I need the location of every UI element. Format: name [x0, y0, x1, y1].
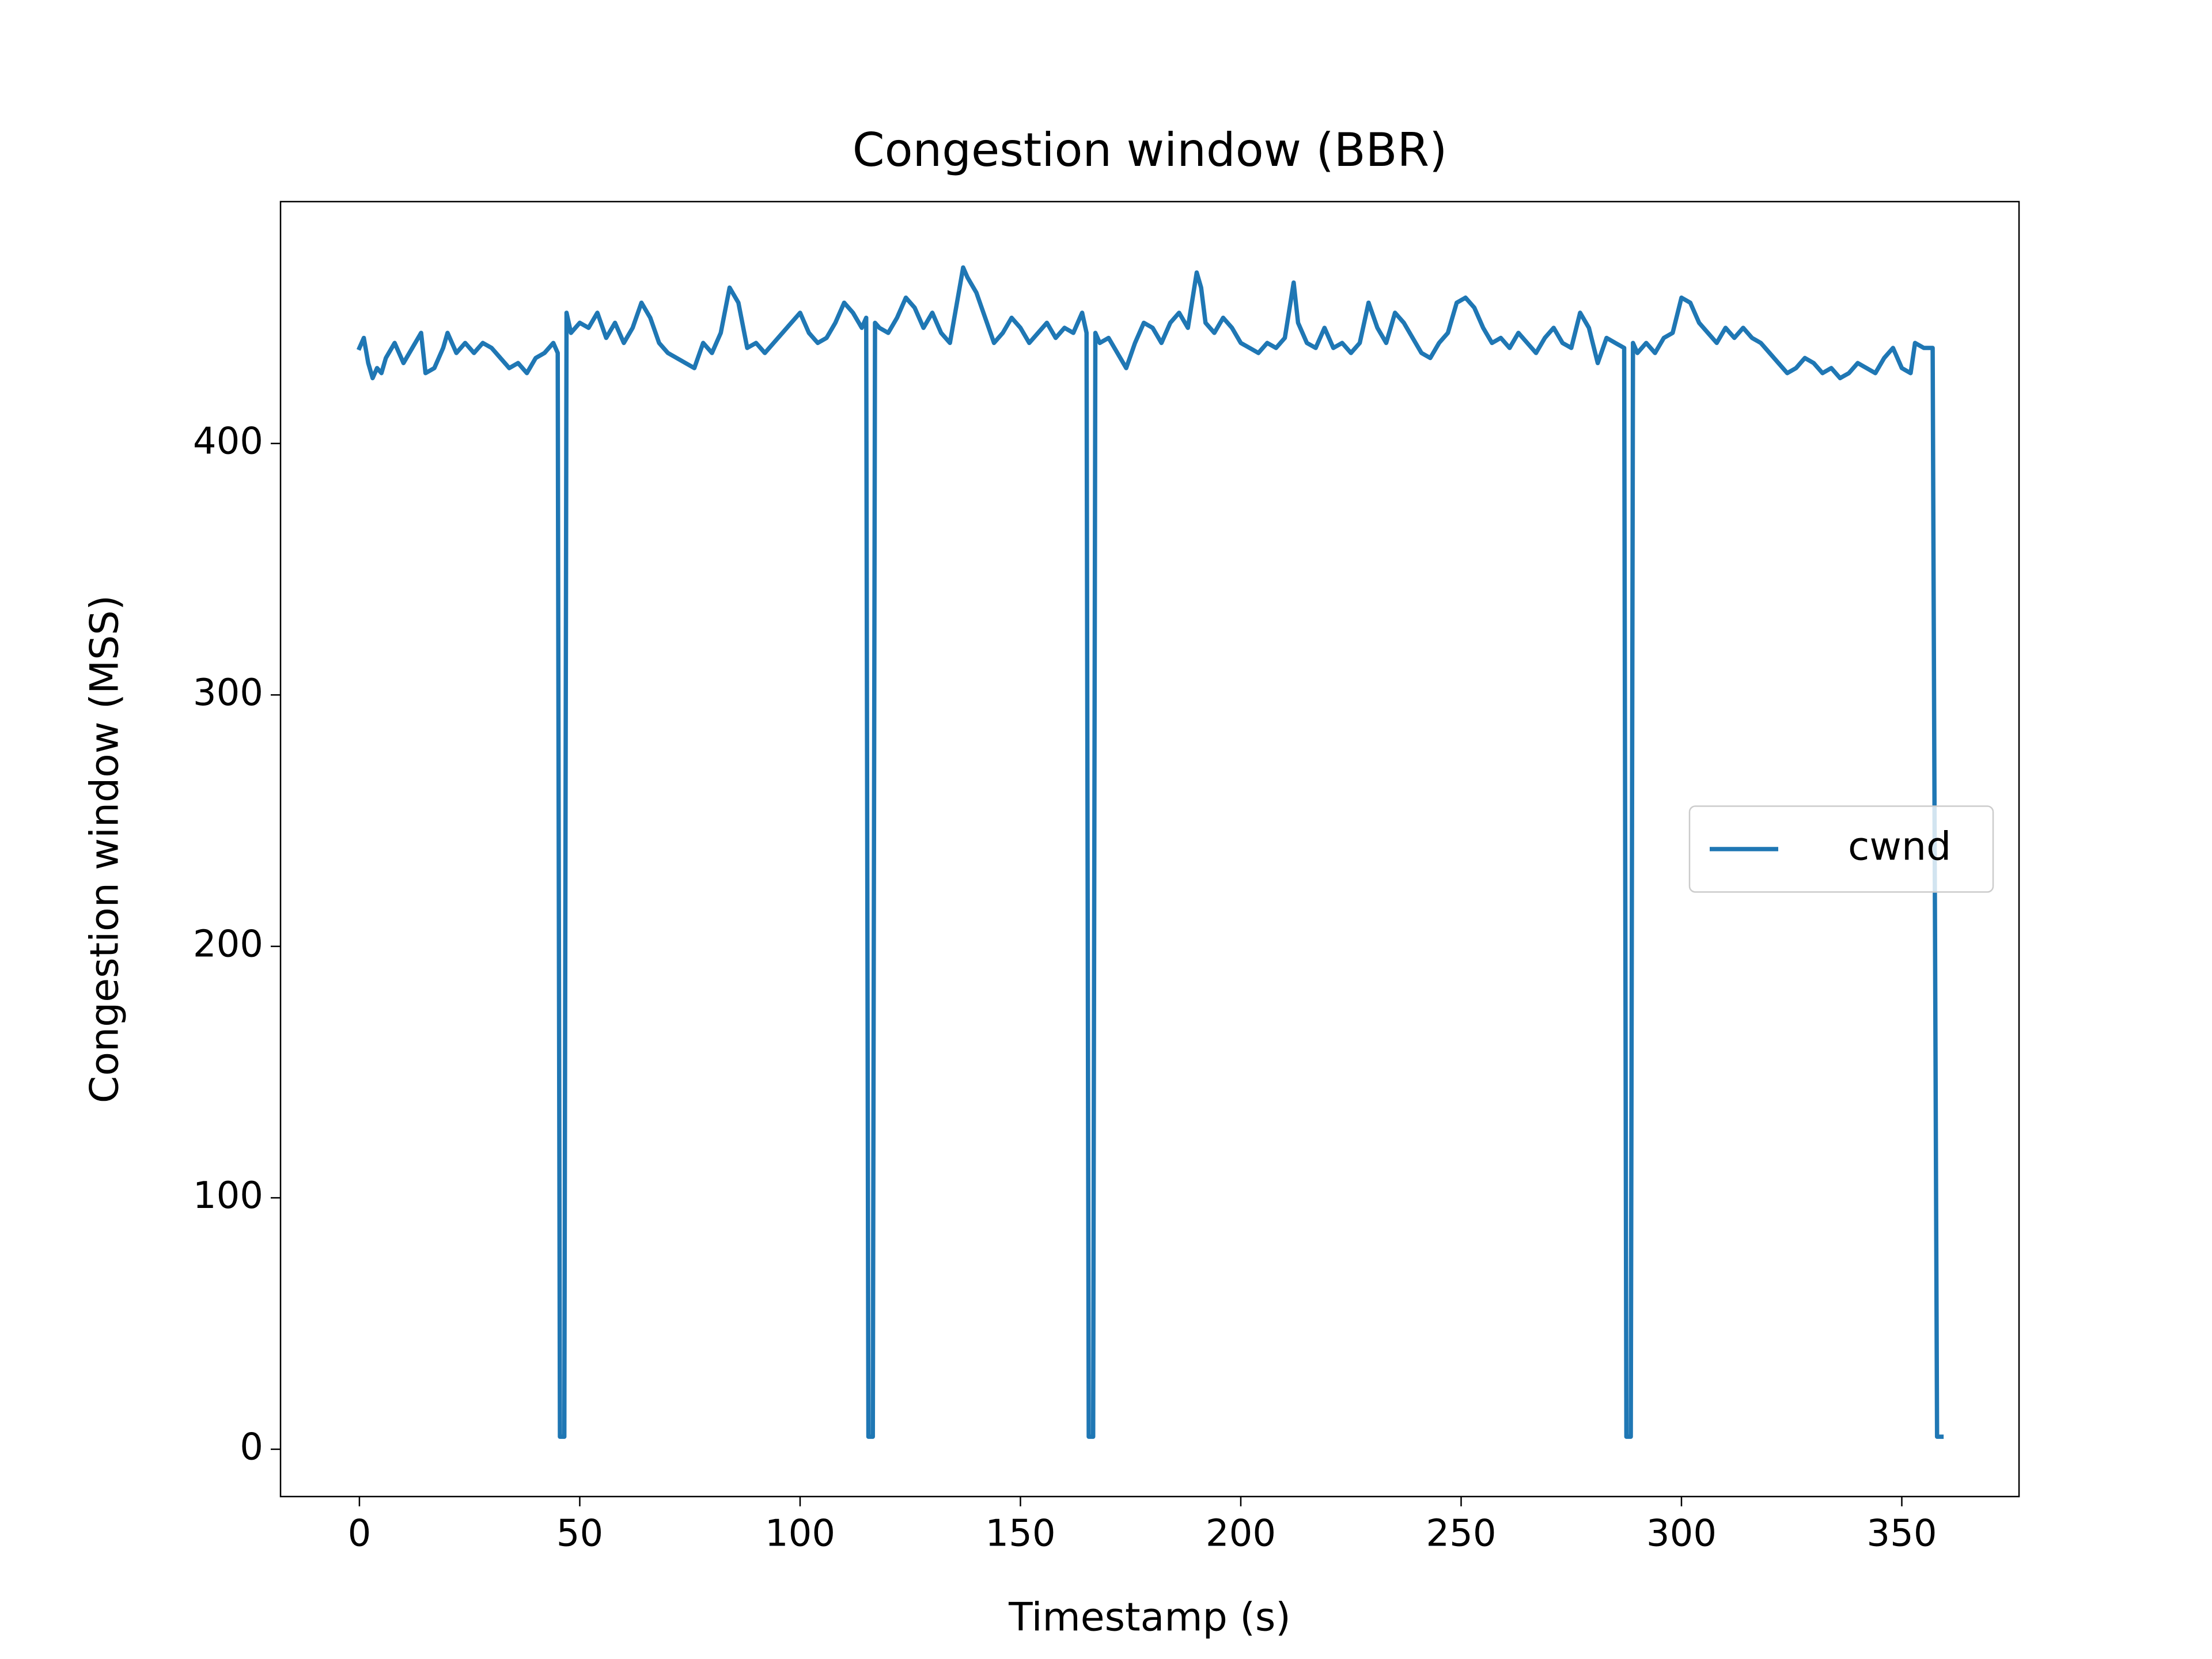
y-tick-label: 0 — [240, 1426, 263, 1469]
y-axis-label: Congestion window (MSS) — [82, 595, 128, 1103]
legend-box — [1688, 805, 1994, 893]
x-tick-label: 50 — [556, 1513, 603, 1555]
legend: cwnd — [1688, 805, 1994, 893]
y-tick-label: 400 — [193, 420, 263, 463]
y-tick-label: 300 — [193, 672, 263, 714]
chart-title: Congestion window (BBR) — [853, 123, 1448, 177]
x-tick-label: 0 — [348, 1513, 372, 1555]
x-tick-label: 250 — [1426, 1513, 1496, 1555]
axes-frame — [279, 200, 2020, 1498]
x-tick-label: 200 — [1206, 1513, 1276, 1555]
x-tick-label: 100 — [765, 1513, 835, 1555]
y-tick-label: 100 — [193, 1175, 263, 1217]
x-axis-label: Timestamp (s) — [1008, 1595, 1291, 1641]
x-tick-label: 150 — [985, 1513, 1055, 1555]
x-tick-label: 350 — [1866, 1513, 1937, 1555]
legend-label: cwnd — [1848, 824, 1951, 870]
y-tick-label: 200 — [193, 923, 263, 966]
x-tick-label: 300 — [1646, 1513, 1717, 1555]
data-line — [357, 265, 1944, 1439]
